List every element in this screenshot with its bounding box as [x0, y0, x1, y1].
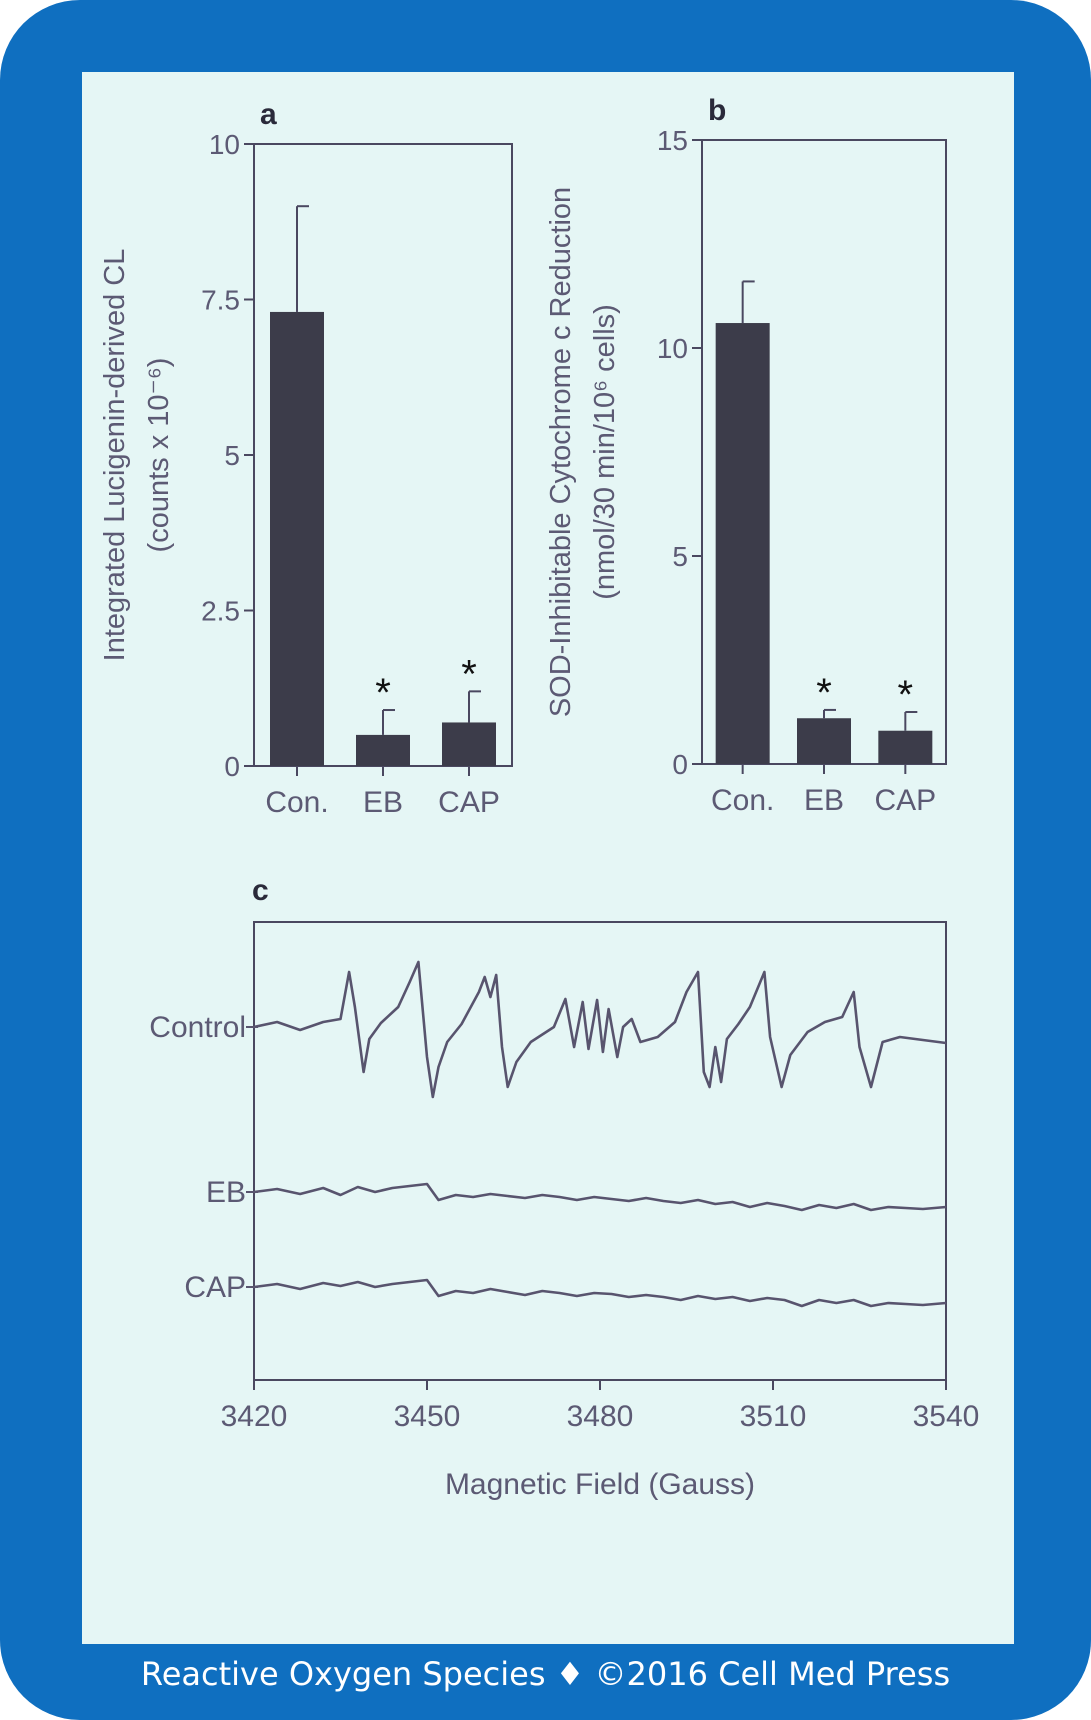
bar-cap — [442, 722, 496, 766]
y-tick-label: 10 — [657, 333, 688, 364]
significance-marker: * — [461, 652, 477, 696]
x-tick-label: 3420 — [221, 1400, 288, 1433]
bar-eb — [797, 718, 851, 764]
chart-b: b 0 5 10 15 Con. EB * CAP * SOD-Inhibitable Cytoch… — [545, 94, 947, 817]
x-axis-label: Magnetic Field (Gauss) — [445, 1468, 755, 1501]
y-tick-label: 0 — [224, 751, 240, 782]
y-axis-label-units: (counts x 10⁻⁶) — [143, 358, 175, 553]
chart-a: a 0 2.5 5 7.5 10 Con. EB * CAP * Integrated Lucigen… — [99, 98, 513, 819]
trace-control — [253, 960, 947, 1099]
series-label-control: Control — [149, 1011, 246, 1044]
bar-con — [715, 323, 770, 764]
bar-con — [270, 311, 324, 766]
figure-svg: a 0 2.5 5 7.5 10 Con. EB * CAP * Integrated Lucigen… — [99, 94, 979, 1501]
trace-cap — [253, 1278, 947, 1308]
x-tick-label: EB — [804, 784, 844, 817]
bar-eb — [356, 734, 410, 766]
x-tick-label: 3540 — [913, 1400, 980, 1433]
plot-frame — [253, 921, 947, 1381]
y-tick-label: 7.5 — [201, 285, 240, 316]
x-tick-label: 3510 — [740, 1400, 807, 1433]
x-tick-label: CAP — [438, 786, 500, 819]
trace-eb — [253, 1182, 947, 1212]
y-tick-label: 5 — [672, 541, 688, 572]
significance-marker: * — [898, 673, 914, 717]
x-tick-label: EB — [363, 786, 403, 819]
x-tick-label: Con. — [265, 786, 328, 819]
series-label-cap: CAP — [184, 1271, 246, 1304]
footer-credit: Reactive Oxygen Species ♦ ©2016 Cell Med… — [140, 1655, 951, 1693]
x-tick-label: Con. — [711, 784, 774, 817]
x-tick-label: CAP — [874, 784, 936, 817]
series-label-eb: EB — [206, 1176, 246, 1209]
y-axis-label: Integrated Lucigenin-derived CL — [99, 249, 131, 662]
bar-cap — [878, 730, 933, 764]
x-tick-label: 3450 — [394, 1400, 461, 1433]
significance-marker: * — [816, 671, 832, 715]
figure-panel: a 0 2.5 5 7.5 10 Con. EB * CAP * Integrated Lucigen… — [82, 72, 1014, 1644]
panel-label: c — [252, 874, 269, 907]
panel-label: b — [708, 94, 726, 127]
panel-label: a — [260, 98, 277, 131]
y-tick-label: 0 — [672, 749, 688, 780]
y-tick-label: 15 — [657, 125, 688, 156]
x-tick-label: 3480 — [567, 1400, 634, 1433]
chart-c: c 3420 3450 3480 3510 3540 Magnetic Field (Gau… — [149, 874, 979, 1501]
y-tick-label: 5 — [224, 440, 240, 471]
y-axis-label-units: (nmol/30 min/10⁶ cells) — [589, 304, 621, 600]
y-tick-label: 2.5 — [201, 596, 240, 627]
y-tick-label: 10 — [209, 129, 240, 160]
y-axis-label: SOD-Inhibitable Cytochrome c Reduction — [545, 187, 577, 717]
significance-marker: * — [375, 671, 391, 715]
